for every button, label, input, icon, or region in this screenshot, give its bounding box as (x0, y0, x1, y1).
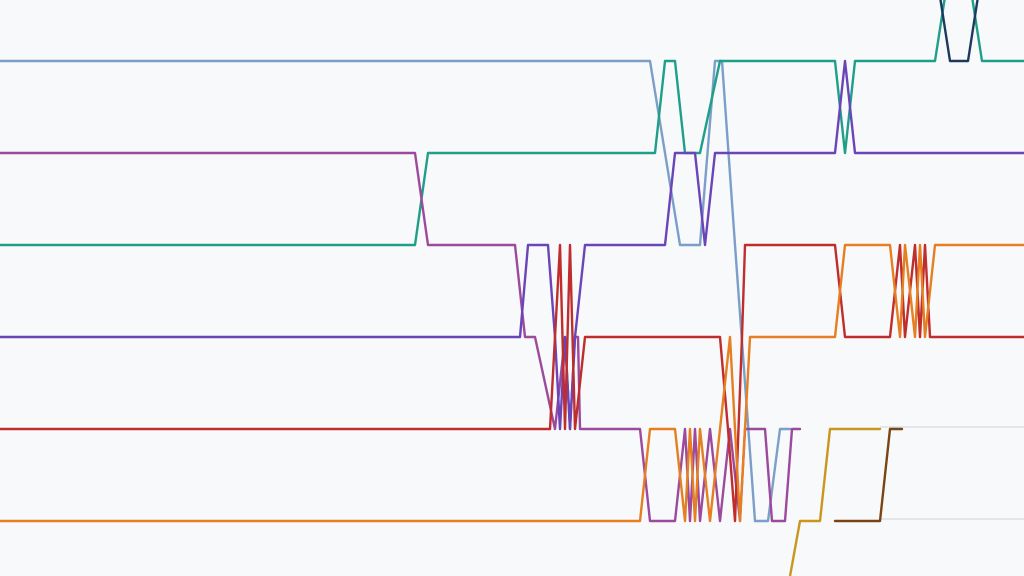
series-line-5 (0, 243, 1024, 523)
series-line-2 (0, 0, 1024, 247)
series-line-1 (0, 59, 792, 523)
series-line-9 (939, 0, 979, 63)
series-line-7 (788, 427, 882, 576)
series-line-8 (833, 427, 904, 523)
series-line-6 (0, 243, 1024, 523)
grid-layer (880, 426, 1024, 520)
series-line-3 (0, 151, 802, 523)
series-line-4 (0, 59, 1024, 431)
